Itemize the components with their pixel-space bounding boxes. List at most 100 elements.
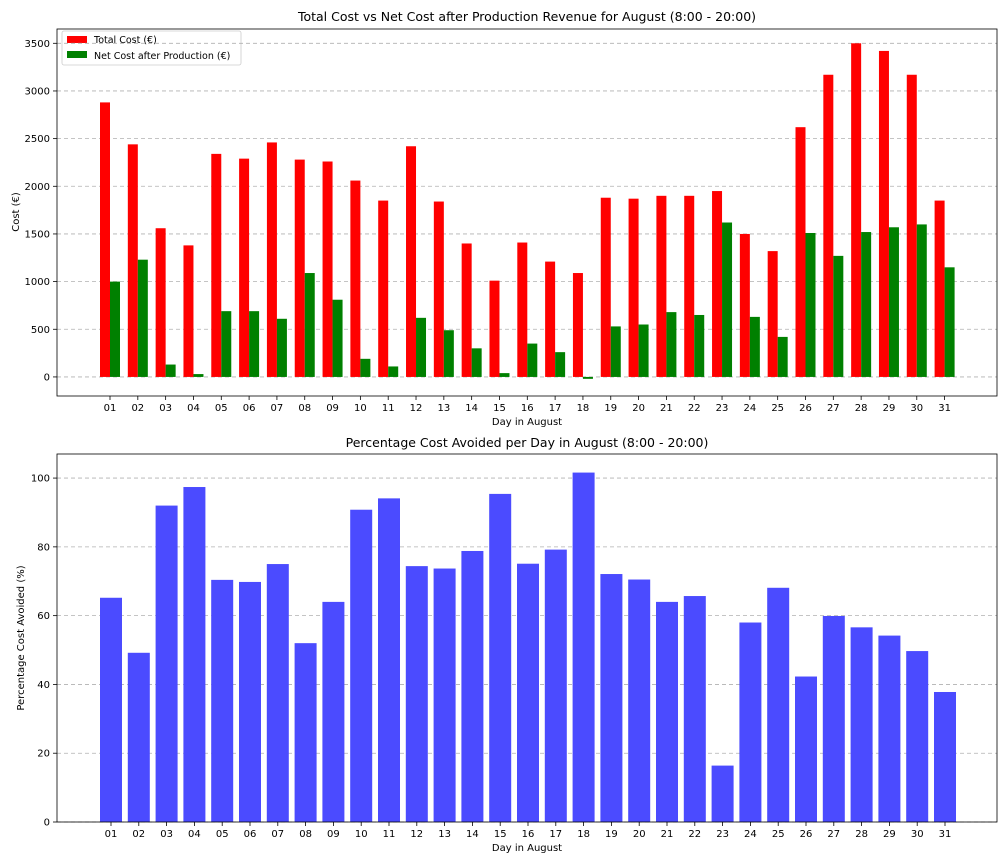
top-chart-ytick-label: 1000: [25, 277, 50, 288]
bottom-chart-bar-pct-avoided: [711, 765, 734, 822]
top-chart-ytick-label: 2000: [25, 182, 50, 193]
bottom-chart-bar-pct-avoided: [656, 601, 678, 822]
top-chart-bar-net-cost: [805, 232, 816, 377]
legend-label-total-cost: Total Cost (€): [93, 35, 157, 46]
top-chart-bar-net-cost: [555, 352, 566, 377]
bottom-chart-xtick-label: 11: [383, 829, 396, 840]
bottom-chart-title: Percentage Cost Avoided per Day in Augus…: [346, 435, 709, 450]
bottom-chart-bar-pct-avoided: [489, 493, 512, 822]
bottom-chart-xtick-label: 31: [939, 829, 952, 840]
top-chart-bar-net-cost: [944, 267, 955, 377]
bottom-chart-bar-pct-avoided: [461, 550, 484, 822]
top-chart-bar-net-cost: [276, 318, 287, 377]
top-chart-xtick-label: 02: [131, 403, 144, 414]
bottom-chart-xtick-label: 01: [105, 829, 118, 840]
top-chart-bar-net-cost: [638, 324, 649, 377]
top-chart-xtick-label: 19: [604, 403, 617, 414]
top-chart-xtick-label: 18: [577, 403, 590, 414]
top-chart-ytick-label: 500: [31, 325, 50, 336]
top-chart-plot: 0 500 1000 1500 2000 2500 3000 3500 01 02 03 04 05 06…: [25, 28, 998, 414]
top-chart-bar-total-cost: [795, 127, 806, 377]
top-chart-xtick-label: 04: [187, 403, 200, 414]
top-chart-bar-total-cost: [294, 159, 305, 377]
bottom-chart-xtick-label: 24: [744, 829, 757, 840]
bottom-chart-bar-pct-avoided: [934, 691, 956, 822]
top-chart-xtick-label: 03: [159, 403, 172, 414]
top-chart-bar-total-cost: [545, 261, 556, 377]
top-chart-bar-total-cost: [906, 74, 917, 377]
top-chart-bar-net-cost: [471, 348, 482, 377]
bottom-chart-bar-pct-avoided: [850, 627, 873, 822]
top-chart-bar-total-cost: [767, 251, 778, 377]
bottom-chart-bar-pct-avoided: [906, 651, 929, 822]
top-chart-ytick-label: 2500: [25, 134, 50, 145]
top-chart-bar-net-cost: [888, 227, 899, 377]
bottom-chart-bar-pct-avoided: [822, 615, 845, 822]
bottom-chart-bar-pct-avoided: [155, 505, 178, 822]
top-chart-bar-total-cost: [823, 74, 834, 377]
top-chart-bar-total-cost: [433, 201, 444, 377]
top-chart-bar-net-cost: [332, 299, 343, 377]
top-chart-bar-net-cost: [165, 364, 176, 377]
top-chart-xlabel: Day in August: [492, 417, 562, 428]
top-chart-bar-net-cost: [193, 374, 204, 377]
bottom-chart-ytick-label: 100: [31, 474, 50, 485]
bottom-chart-xtick-label: 10: [355, 829, 368, 840]
legend-swatch-net-cost: [67, 51, 87, 58]
top-chart-bar-total-cost: [600, 197, 611, 377]
bottom-chart-xtick-label: 29: [883, 829, 896, 840]
bottom-chart-xtick-label: 08: [299, 829, 312, 840]
top-chart-bar-total-cost: [127, 144, 138, 377]
top-chart-xtick-label: 20: [632, 403, 645, 414]
bottom-chart-xtick-label: 02: [132, 829, 145, 840]
top-chart-ytick-label: 0: [44, 372, 50, 383]
bottom-chart-plot: 0 20 40 60 80 100 01 02 03 04 05 06 07 08 09 10 11 12 13 14…: [31, 453, 998, 840]
legend-swatch-total-cost: [67, 36, 87, 43]
top-chart-xtick-label: 08: [298, 403, 311, 414]
bottom-chart-ytick-label: 0: [44, 818, 50, 829]
top-chart-bar-net-cost: [110, 281, 120, 377]
bottom-chart-bar-pct-avoided: [683, 596, 706, 822]
top-chart-bar-total-cost: [155, 228, 166, 377]
top-chart-xtick-label: 31: [938, 403, 951, 414]
bottom-chart-bar-pct-avoided: [322, 601, 345, 822]
bottom-chart-xtick-label: 04: [188, 829, 201, 840]
top-chart-bar-total-cost: [489, 280, 500, 377]
top-chart-title: Total Cost vs Net Cost after Production …: [297, 9, 756, 24]
top-chart-bar-net-cost: [443, 330, 454, 377]
top-chart-bar-total-cost: [739, 233, 750, 377]
bottom-chart-xtick-label: 17: [549, 829, 562, 840]
bottom-chart-xtick-label: 14: [466, 829, 479, 840]
bottom-chart-bar-pct-avoided: [211, 579, 234, 822]
bottom-chart-ytick-label: 40: [37, 680, 50, 691]
top-chart-bar-net-cost: [666, 312, 677, 377]
top-chart-bar-total-cost: [378, 200, 389, 377]
top-chart-bar-net-cost: [137, 259, 148, 377]
bottom-chart-xtick-label: 25: [772, 829, 785, 840]
bottom-chart-xlabel: Day in August: [492, 843, 562, 854]
top-chart-bar-total-cost: [406, 146, 417, 377]
top-chart-xtick-label: 15: [493, 403, 506, 414]
bottom-chart-axes-frame: [56, 453, 998, 823]
bottom-chart-bar-pct-avoided: [572, 472, 595, 822]
top-chart-bar-total-cost: [572, 273, 583, 377]
bottom-chart-xtick-label: 15: [494, 829, 507, 840]
top-chart-bar-net-cost: [833, 255, 844, 377]
top-chart-bar-net-cost: [221, 311, 232, 377]
top-chart-bar-net-cost: [360, 358, 371, 377]
bottom-chart-xtick-label: 20: [633, 829, 646, 840]
top-chart-bar-total-cost: [712, 191, 723, 377]
top-chart-xtick-label: 11: [382, 403, 395, 414]
top-chart-xtick-label: 30: [910, 403, 923, 414]
bottom-chart-ytick-label: 20: [37, 749, 50, 760]
top-chart-bar-total-cost: [322, 161, 333, 377]
top-chart-bar-net-cost: [582, 376, 593, 379]
bottom-chart-bar-pct-avoided: [739, 622, 762, 822]
top-chart-xtick-label: 16: [521, 403, 534, 414]
top-chart-bar-total-cost: [517, 242, 528, 377]
bottom-chart-bar-pct-avoided: [544, 549, 567, 822]
top-chart-xtick-label: 01: [104, 403, 117, 414]
top-chart-xtick-label: 10: [354, 403, 367, 414]
top-chart-xtick-label: 22: [688, 403, 701, 414]
top-chart-xtick-label: 27: [827, 403, 840, 414]
